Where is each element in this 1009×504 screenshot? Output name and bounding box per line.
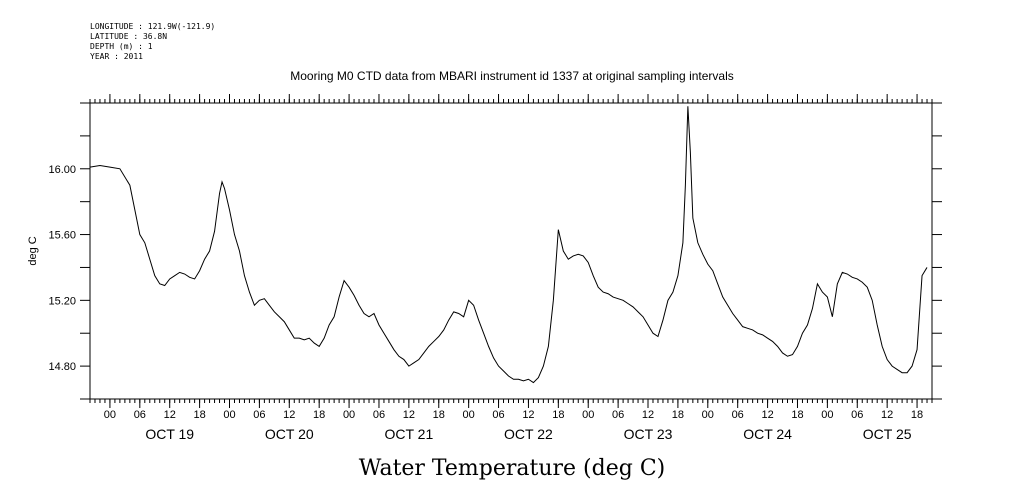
x-hour-label: 18 — [193, 409, 205, 421]
y-tick-label: 16.00 — [48, 164, 76, 176]
x-day-label: OCT 21 — [384, 426, 433, 442]
longitude-label: LONGITUDE : 121.9W(-121.9) — [90, 22, 216, 31]
x-hour-label: 06 — [732, 409, 744, 421]
minor-ticks — [89, 99, 933, 403]
x-day-label: OCT 20 — [265, 426, 314, 442]
x-day-label: OCT 22 — [504, 426, 553, 442]
x-hour-label: 18 — [791, 409, 803, 421]
x-day-label: OCT 25 — [863, 426, 912, 442]
x-hour-label: 12 — [761, 409, 773, 421]
x-hour-label: 00 — [343, 409, 355, 421]
x-hour-label: 12 — [881, 409, 893, 421]
x-hour-label: 18 — [313, 409, 325, 421]
x-axis: 00 06 12 18 00 06 12 18 00 06 12 18 00 06 12 18 00 06 12 18… — [104, 94, 923, 442]
x-hour-label: 12 — [164, 409, 176, 421]
x-hour-label: 18 — [433, 409, 445, 421]
x-day-label: OCT 19 — [145, 426, 194, 442]
temperature-series-line — [89, 106, 928, 384]
x-hour-label: 00 — [702, 409, 714, 421]
x-hour-label: 06 — [373, 409, 385, 421]
y-axis-label: deg C — [27, 236, 39, 265]
y-axis: 14.80 15.20 15.60 16.00 — [48, 102, 942, 400]
bottom-minor-ticks — [89, 399, 933, 403]
x-hour-label: 00 — [821, 409, 833, 421]
x-hour-label: 00 — [582, 409, 594, 421]
x-day-label: OCT 23 — [624, 426, 673, 442]
metadata-block: LONGITUDE : 121.9W(-121.9) LATITUDE : 36… — [90, 22, 215, 62]
x-hour-label: 06 — [492, 409, 504, 421]
plot-frame — [89, 102, 933, 400]
depth-label: DEPTH (m) : 1 — [90, 42, 153, 51]
x-hour-label: 00 — [223, 409, 235, 421]
x-hour-label: 12 — [522, 409, 534, 421]
top-minor-ticks — [89, 99, 933, 103]
y-tick-label: 15.60 — [48, 230, 76, 242]
chart-title: Mooring M0 CTD data from MBARI instrumen… — [290, 69, 734, 83]
x-hour-label: 12 — [642, 409, 654, 421]
x-hour-label: 18 — [552, 409, 564, 421]
year-label: YEAR : 2011 — [90, 52, 143, 61]
x-hour-label: 12 — [403, 409, 415, 421]
x-hour-label: 06 — [134, 409, 146, 421]
x-day-label: OCT 24 — [743, 426, 792, 442]
x-hour-label: 18 — [672, 409, 684, 421]
x-hour-label: 06 — [253, 409, 265, 421]
x-hour-label: 00 — [104, 409, 116, 421]
y-tick-label: 14.80 — [48, 361, 76, 373]
x-hour-label: 18 — [911, 409, 923, 421]
latitude-label: LATITUDE : 36.8N — [90, 32, 168, 41]
x-hour-label: 06 — [851, 409, 863, 421]
x-hour-label: 06 — [612, 409, 624, 421]
y-tick-label: 15.20 — [48, 295, 76, 307]
x-hour-label: 12 — [283, 409, 295, 421]
x-hour-label: 00 — [463, 409, 475, 421]
x-axis-label: Water Temperature (deg C) — [359, 456, 666, 481]
